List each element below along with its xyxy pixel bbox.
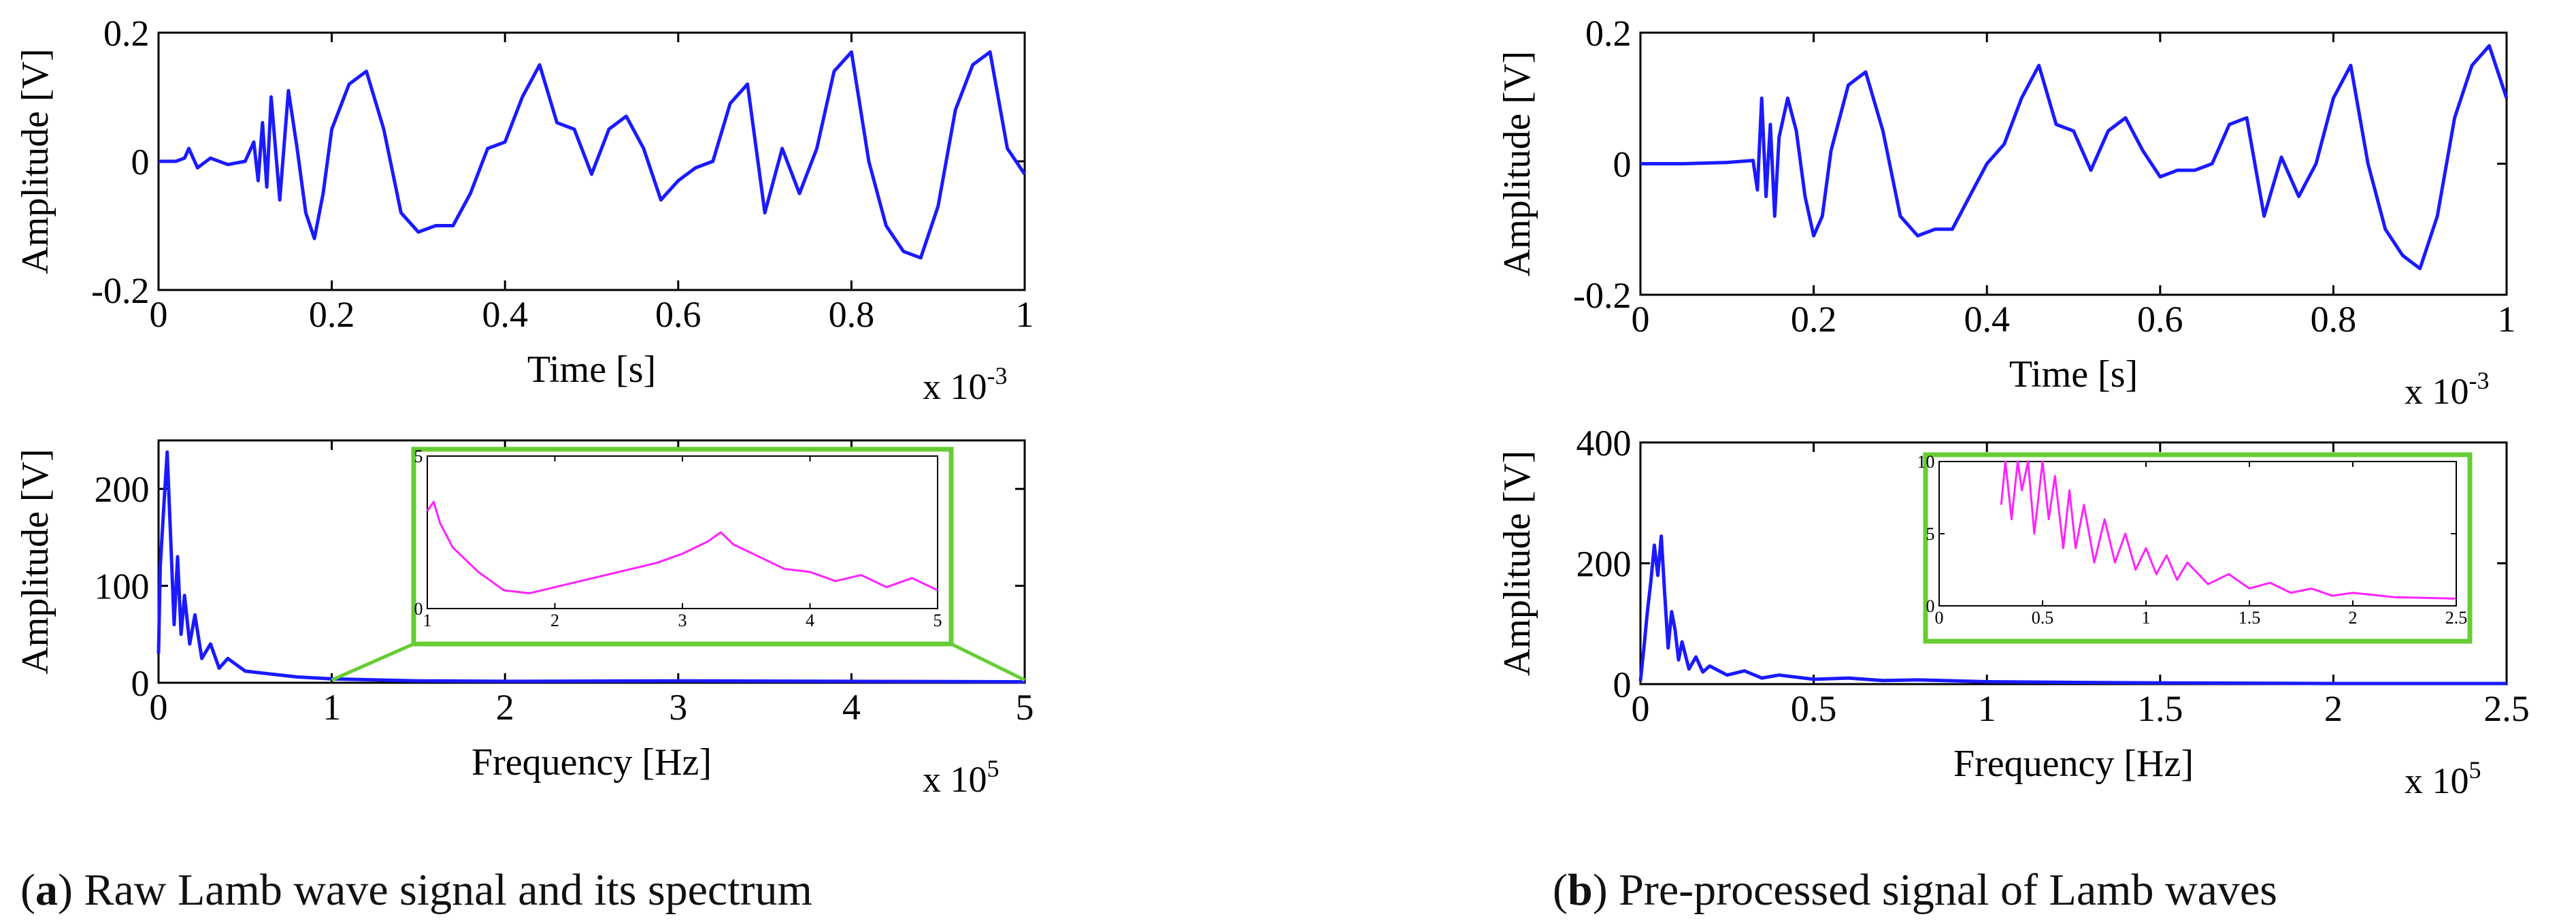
a_freq-inset-xtick-label: 5	[934, 611, 942, 630]
a_freq-xtick-label: 4	[842, 687, 861, 728]
a_freq-inset-series-line	[426, 500, 938, 595]
a_freq-ytick-label: 200	[95, 469, 150, 510]
caption-b-text: ) Pre-processed signal of Lamb waves	[1592, 865, 2277, 915]
b_freq-inset-ytick-label: 10	[1917, 452, 1935, 472]
b_freq-inset-xtick-label: 0	[1935, 608, 1944, 628]
a_freq-multiplier: x 105	[923, 755, 1000, 800]
b_freq-inset-border	[1923, 452, 2473, 644]
b_freq-xtick-label: 1.5	[2137, 688, 2183, 729]
a_freq-inset-xtick-label: 1	[423, 611, 432, 630]
b_freq-xtick-label: 1	[1978, 688, 1996, 729]
a_freq-xtick-label: 5	[1016, 687, 1034, 728]
b_freq-ytick-label: 400	[1576, 423, 1632, 464]
b_freq-inset-xtick-label: 1	[2142, 608, 2151, 628]
a_freq-xtick-label: 3	[669, 687, 687, 728]
b_time-ytick-label: -0.2	[1573, 275, 1631, 316]
a_freq-inset-xtick-label: 2	[550, 611, 559, 630]
a_time-ylabel: Amplitude [V]	[14, 48, 56, 274]
a_time-xtick-label: 0.2	[309, 294, 355, 335]
b_freq-inset-ytick-label: 5	[1926, 524, 1935, 544]
b_freq-inset-series-line	[2000, 460, 2457, 600]
b_freq-inset-xtick-label: 1.5	[2239, 608, 2261, 628]
a_freq-ytick-label: 0	[131, 663, 150, 704]
b_freq-ylabel: Amplitude [V]	[1496, 451, 1538, 676]
a_time-xtick-label: 0.6	[655, 294, 701, 335]
caption-b-letter: b	[1567, 865, 1593, 915]
b_freq-multiplier: x 105	[2405, 756, 2481, 801]
b_freq-xtick-label: 0	[1632, 688, 1650, 729]
caption-a-text: ) Raw Lamb wave signal and its spectrum	[57, 865, 812, 915]
b_time-xtick-label: 0.4	[1964, 299, 2010, 340]
b_freq-inset-ytick-label: 0	[1926, 596, 1935, 616]
a_time-multiplier: x 10-3	[923, 362, 1008, 407]
a_time-xtick-label: 0.8	[829, 294, 875, 335]
b_time-ylabel: Amplitude [V]	[1496, 51, 1538, 276]
a_freq-xtick-label: 2	[496, 687, 514, 728]
caption-a-letter: a	[35, 865, 58, 915]
b_time-xtick-label: 0.6	[2137, 299, 2183, 340]
b_time-ytick-label: 0	[1613, 144, 1632, 184]
b_freq-ytick-label: 0	[1613, 664, 1632, 705]
b_freq-inset-xtick-label: 0.5	[2032, 608, 2054, 628]
b_time-multiplier: x 10-3	[2405, 367, 2490, 412]
b_freq-ytick-label: 200	[1576, 543, 1632, 584]
a_freq-xtick-label: 0	[150, 687, 168, 728]
b_time-xtick-label: 0	[1632, 299, 1650, 340]
a_freq-xtick-label: 1	[323, 687, 341, 728]
b_freq-xtick-label: 2.5	[2483, 688, 2530, 729]
b_freq-inset-xtick-label: 2.5	[2445, 608, 2468, 628]
b_time-xtick-label: 0.8	[2311, 299, 2357, 340]
b_freq-xtick-label: 0.5	[1791, 688, 1837, 729]
b_freq-xtick-label: 2	[2324, 688, 2343, 729]
b_freq-xlabel: Frequency [Hz]	[1953, 743, 2194, 785]
b_time-frame	[1639, 31, 2508, 296]
b_time-ytick-label: 0.2	[1585, 13, 1632, 54]
a_freq-xlabel: Frequency [Hz]	[472, 741, 712, 783]
a_freq-inset-xtick-label: 3	[678, 611, 687, 630]
a_time-xtick-label: 0	[150, 294, 168, 335]
a_freq-ytick-label: 100	[95, 566, 150, 607]
a_freq-inset-border	[411, 447, 954, 647]
a_time-series-line	[159, 50, 1027, 260]
a_freq-ylabel: Amplitude [V]	[14, 449, 56, 674]
a_freq-inset-ytick-label: 5	[414, 447, 423, 466]
a_time-ytick-label: -0.2	[91, 270, 149, 311]
caption-b: (b) Pre-processed signal of Lamb waves	[1553, 865, 2277, 915]
a_freq-inset-ytick-label: 0	[414, 599, 423, 619]
b_time-xtick-label: 1	[2498, 299, 2516, 340]
b_time-series-line	[1640, 44, 2509, 270]
b_freq-inset: 0 0.5 1 1.5 2 2.5 0 5 10	[1917, 452, 2473, 644]
a_time-xtick-label: 1	[1016, 294, 1034, 335]
a_time-xlabel: Time [s]	[527, 349, 656, 391]
a_time-ytick-label: 0	[131, 142, 150, 182]
a_time-frame	[157, 31, 1026, 291]
a_freq-zoom-connector-right	[950, 642, 1026, 682]
a_freq-zoom-connector-left	[331, 642, 415, 682]
b_freq-inset-xtick-label: 2	[2349, 608, 2358, 628]
a_time-ytick-label: 0.2	[103, 13, 150, 54]
caption-a: (a) Raw Lamb wave signal and its spectru…	[20, 865, 812, 915]
a_freq-series-line	[156, 450, 1025, 684]
a_freq-inset-xtick-label: 4	[806, 611, 814, 630]
b_time-xtick-label: 0.2	[1791, 299, 1837, 340]
b_freq-series-line	[1638, 534, 2507, 685]
a_time-xtick-label: 0.4	[482, 294, 528, 335]
a_freq-inset: 1 2 3 4 5 0 5	[331, 447, 1026, 682]
b_time-xlabel: Time [s]	[2009, 353, 2138, 395]
